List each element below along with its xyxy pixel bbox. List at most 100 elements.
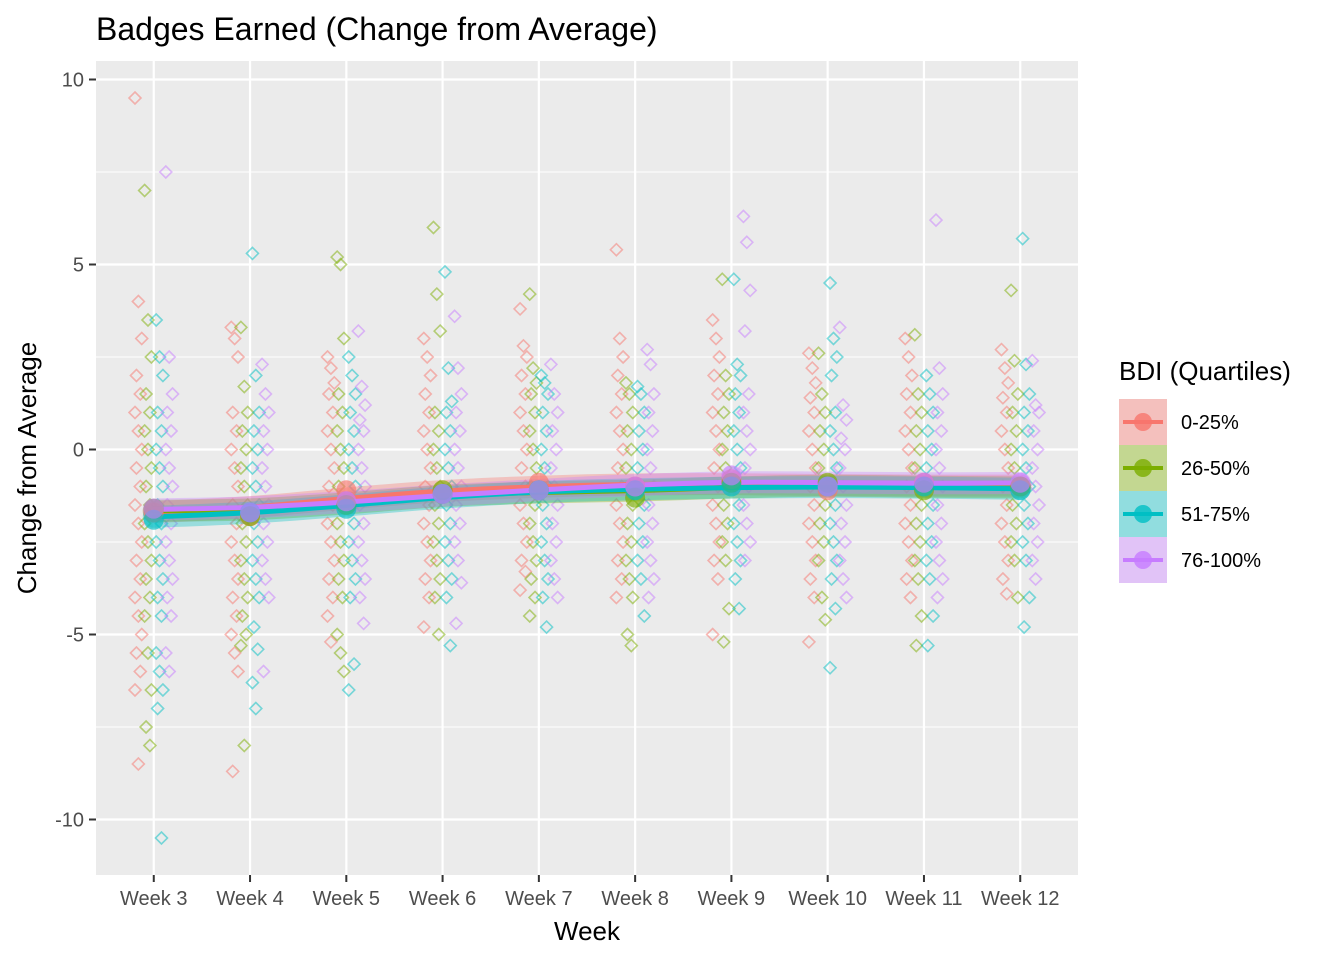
data-point — [630, 460, 645, 476]
data-point — [716, 497, 731, 513]
data-point — [909, 516, 924, 531]
data-point — [1028, 479, 1043, 494]
data-point — [549, 442, 564, 457]
data-point — [230, 479, 246, 494]
data-point — [934, 516, 949, 531]
data-point — [720, 423, 735, 439]
data-point — [1005, 405, 1020, 420]
data-point — [826, 331, 841, 346]
data-point — [261, 405, 276, 420]
data-point — [898, 331, 913, 346]
data-point — [640, 534, 655, 550]
data-point — [834, 431, 849, 446]
data-point — [518, 564, 533, 579]
data-point — [323, 442, 339, 457]
y-tick-label: -10 — [55, 810, 84, 832]
data-point — [899, 386, 914, 402]
data-point — [705, 627, 720, 642]
data-point — [930, 497, 945, 513]
data-point — [822, 516, 838, 531]
data-point — [721, 601, 737, 616]
data-point — [737, 460, 753, 476]
data-point — [149, 312, 164, 328]
data-point — [237, 479, 252, 494]
data-point — [258, 479, 273, 494]
data-point — [718, 553, 733, 568]
data-point — [911, 571, 926, 587]
data-point — [920, 423, 935, 439]
data-point — [1028, 571, 1043, 587]
data-point — [912, 534, 928, 550]
data-point — [341, 442, 356, 457]
data-point — [928, 442, 944, 457]
data-point — [134, 442, 149, 457]
data-point — [245, 460, 260, 476]
data-point — [519, 534, 534, 550]
data-point — [323, 634, 339, 650]
data-point — [914, 608, 929, 624]
data-point — [635, 442, 650, 457]
data-point — [643, 460, 658, 476]
data-point — [357, 479, 373, 494]
x-tick-label: Week 4 — [216, 888, 283, 910]
data-point — [137, 423, 152, 439]
data-point — [535, 405, 550, 420]
data-point — [545, 516, 560, 531]
data-point — [736, 209, 751, 224]
data-point — [826, 442, 841, 457]
data-point — [814, 590, 830, 605]
data-point — [1005, 497, 1020, 513]
data-point — [323, 534, 339, 550]
data-point — [633, 571, 649, 587]
data-point — [352, 590, 367, 605]
data-point — [730, 534, 745, 550]
data-point — [816, 534, 831, 550]
means-layer — [143, 465, 1031, 530]
data-point — [706, 553, 722, 568]
data-point — [152, 349, 167, 365]
data-point — [134, 534, 149, 550]
data-point — [811, 553, 826, 568]
data-point — [839, 590, 854, 605]
data-point — [433, 571, 448, 587]
data-point — [131, 423, 146, 439]
data-point — [344, 368, 360, 383]
data-point — [903, 590, 918, 605]
data-point — [920, 638, 935, 653]
data-point — [640, 442, 655, 457]
data-point — [256, 664, 271, 679]
data-point — [341, 349, 356, 365]
mean-point — [913, 472, 934, 493]
data-point — [131, 516, 146, 531]
data-point — [615, 349, 631, 365]
mean-point — [432, 483, 453, 504]
data-point — [248, 701, 263, 716]
data-point — [620, 423, 635, 439]
data-point — [258, 571, 273, 587]
data-point — [357, 397, 373, 413]
data-point — [421, 497, 437, 513]
data-point — [155, 368, 171, 383]
data-point — [718, 368, 733, 383]
data-point — [609, 590, 624, 605]
data-point — [924, 442, 939, 457]
data-point — [426, 534, 441, 550]
data-point — [708, 423, 724, 439]
data-point — [824, 368, 839, 383]
data-point — [1018, 553, 1034, 568]
data-point — [925, 405, 941, 420]
data-point — [712, 534, 727, 550]
x-tick-label: Week 3 — [120, 888, 187, 910]
data-point — [807, 405, 822, 420]
data-point — [1030, 442, 1045, 457]
data-point — [233, 320, 249, 335]
data-point — [646, 386, 662, 402]
data-point — [149, 442, 164, 457]
data-point — [142, 738, 158, 753]
data-point — [637, 608, 652, 624]
data-point — [708, 331, 724, 346]
data-point — [901, 534, 916, 550]
data-point — [907, 460, 922, 476]
data-point — [635, 534, 650, 550]
data-point — [254, 553, 270, 568]
